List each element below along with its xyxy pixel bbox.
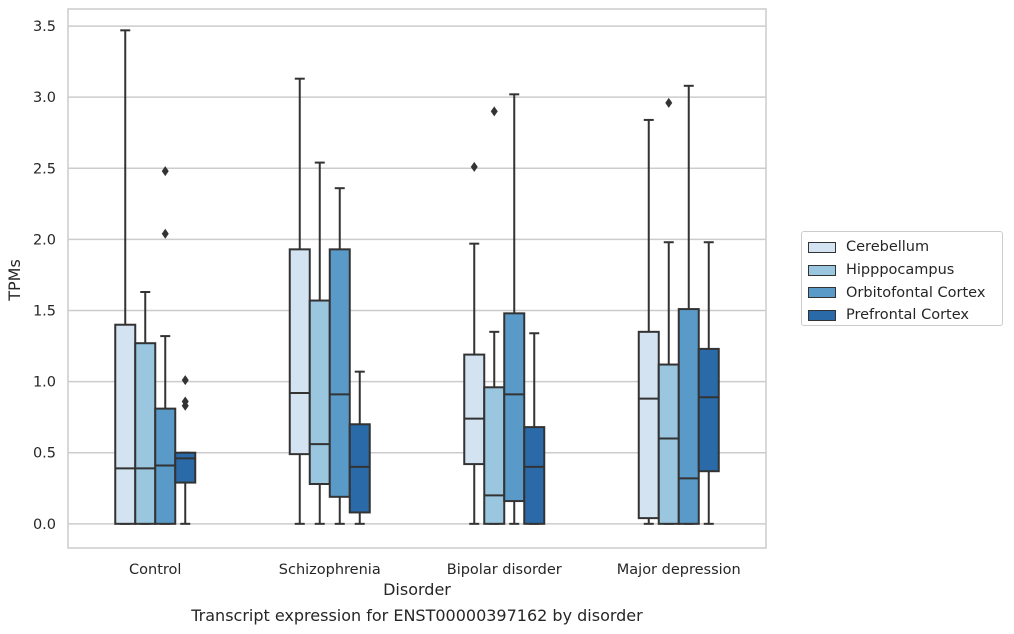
box-cerebellum — [288, 77, 311, 525]
y-tick-label: 2.0 — [33, 232, 56, 248]
outlier-point — [490, 106, 498, 117]
x-tick-label: Schizophrenia — [279, 562, 381, 578]
legend-label: Prefrontal Cortex — [846, 307, 969, 324]
legend-label: Orbitofontal Cortex — [846, 284, 986, 301]
box-hipppocampus — [483, 106, 506, 525]
box-orbitofontal-cortex — [503, 93, 526, 525]
y-tick-label: 1.5 — [33, 303, 56, 319]
chart-caption: Transcript expression for ENST0000039716… — [191, 606, 643, 625]
y-tick-label: 2.5 — [33, 161, 56, 177]
box-hipppocampus — [657, 97, 680, 525]
y-tick-label: 1.0 — [33, 375, 56, 391]
x-tick-labels: Control Schizophrenia Bipolar disorder Majo… — [129, 562, 741, 578]
y-tick-labels: 0.0 0.5 1.0 1.5 2.0 2.5 3.0 3.5 — [33, 19, 56, 533]
box-cerebellum — [637, 118, 660, 525]
box-iqr — [114, 323, 137, 525]
legend-entry: Hipppocampus — [808, 259, 1002, 282]
box-hipppocampus — [134, 291, 157, 525]
box-iqr — [134, 342, 157, 525]
outlier-point — [470, 161, 478, 172]
legend: Cerebellum Hipppocampus Orbitofontal Corte… — [801, 231, 1003, 326]
legend-swatch — [808, 241, 836, 253]
box-iqr — [463, 353, 486, 466]
box-orbitofontal-cortex — [328, 187, 351, 525]
x-tick-label: Control — [129, 562, 181, 578]
box-iqr — [288, 248, 311, 456]
box-layer — [114, 29, 720, 525]
box-hipppocampus — [308, 161, 331, 525]
box-iqr — [697, 347, 720, 473]
box-cerebellum — [114, 29, 137, 525]
box-orbitofontal-cortex — [677, 84, 700, 525]
box-iqr — [308, 299, 331, 486]
outlier-point — [665, 97, 673, 108]
outlier-point — [181, 375, 189, 386]
box-iqr — [503, 312, 526, 503]
box-prefrontal-cortex — [174, 375, 197, 525]
y-axis-label: TPMs — [5, 259, 24, 302]
outlier-point — [161, 166, 169, 177]
y-tick-label: 3.5 — [33, 19, 56, 35]
legend-label: Hipppocampus — [846, 262, 955, 279]
y-tick-label: 0.0 — [33, 517, 56, 533]
y-tick-label: 0.5 — [33, 446, 56, 462]
legend-entry: Orbitofontal Cortex — [808, 281, 1002, 304]
y-tick-label: 3.0 — [33, 90, 56, 106]
x-tick-label: Bipolar disorder — [447, 562, 562, 578]
box-iqr — [483, 386, 506, 525]
plot-area-frame — [67, 8, 767, 549]
legend-swatch — [808, 287, 836, 299]
box-iqr — [637, 330, 660, 520]
outlier-point — [181, 396, 189, 407]
box-orbitofontal-cortex — [154, 166, 177, 525]
box-iqr — [677, 308, 700, 525]
legend-entry: Cerebellum — [808, 236, 1002, 259]
x-axis-label: Disorder — [383, 580, 451, 599]
box-iqr — [328, 248, 351, 498]
x-tick-label: Major depression — [617, 562, 741, 578]
box-iqr — [174, 451, 197, 484]
box-prefrontal-cortex — [348, 370, 371, 525]
box-iqr — [657, 363, 680, 525]
legend-swatch — [808, 264, 836, 276]
box-iqr — [348, 423, 371, 514]
box-prefrontal-cortex — [523, 332, 546, 525]
legend-label: Cerebellum — [846, 239, 930, 256]
legend-entry: Prefrontal Cortex — [808, 304, 1002, 327]
box-iqr — [523, 426, 546, 525]
outlier-point — [161, 228, 169, 239]
box-prefrontal-cortex — [697, 241, 720, 525]
box-cerebellum — [463, 161, 486, 525]
legend-swatch — [808, 309, 836, 321]
